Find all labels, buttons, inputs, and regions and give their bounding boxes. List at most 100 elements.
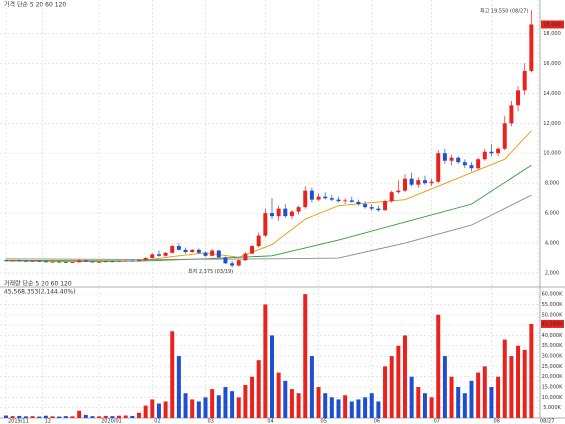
candle-body [150,254,155,259]
candle-body [230,263,235,266]
candle-body [276,208,281,217]
volume-bar [522,349,527,418]
volume-bar [250,376,255,418]
volume-bar [449,376,454,418]
volume-bar [216,395,221,418]
x-tick-label: 04 [267,419,273,424]
y-tick-label: 2,000 [545,271,559,277]
high-annotation: 최고 19,550 (08/27) [480,8,528,15]
candle-body [216,250,221,258]
y-tick-label: 16,000 [543,61,561,67]
candle-body [83,260,88,262]
y-tick-label: 4,000 [545,241,559,247]
volume-bar [130,415,135,418]
volume-bar [482,366,487,418]
candle-body [389,192,394,202]
volume-bar [57,416,62,418]
candle-body [369,207,374,209]
candle-body [469,165,474,169]
candle-body [70,262,75,264]
volume-bar [117,415,122,418]
volume-tick-label: 10,000K [542,395,563,401]
volume-bar [329,397,334,418]
volume-bar [436,314,441,418]
candle-body [243,253,248,261]
candle-body [256,235,261,247]
x-tick-label: 05 [321,419,327,424]
volume-tick-label: 15,000K [542,385,563,391]
candle-body [383,201,388,211]
candle-body [296,207,301,212]
candle-body [529,24,534,71]
volume-bar [10,416,15,418]
volume-bar [422,393,427,418]
x-tick-label: 02 [154,419,160,424]
y-tick-label: 14,000 [543,91,561,97]
volume-bar [462,393,467,418]
x-tick-label: 06 [374,419,380,424]
y-tick-label: 18,000 [543,31,561,37]
candle-body [429,181,434,184]
volume-bar [143,405,148,418]
volume-tick-label: 20,000K [542,374,563,380]
volume-bar [243,384,248,418]
candle-body [63,262,68,263]
volume-bar [236,397,241,418]
volume-bar [230,391,235,418]
volume-tick-label: 25,000K [542,364,563,370]
volume-bar [17,415,22,418]
candle-body [110,261,115,263]
volume-bar [356,399,361,418]
x-tick-label: 2020/01 [101,419,122,424]
candle-body [136,259,141,261]
candle-body [43,261,48,263]
volume-bar [496,376,501,418]
candle-body [163,252,168,256]
candle-body [416,180,421,185]
candle-body [123,260,128,262]
candle-body [449,157,454,161]
candle-body [97,261,102,263]
candle-body [203,252,208,256]
volume-bar [150,399,155,418]
candle-body [183,249,188,253]
candle-body [522,70,527,91]
last-volume-label: 45,568K [542,321,563,327]
candle-body [117,261,122,262]
candle-body [236,260,241,266]
candle-body [263,213,268,236]
moving-average [5,164,532,262]
candle-body [509,105,514,124]
volume-bar [256,360,261,418]
volume-bar [103,415,108,418]
last-volume-box [541,319,564,328]
candle-body [356,201,361,205]
volume-bar [163,401,168,418]
volume-bar [516,345,521,418]
volume-bar [110,416,115,418]
volume-bar [502,339,507,418]
volume-bar [50,416,55,418]
volume-bar [190,399,195,418]
volume-bar [156,403,161,418]
volume-bar [296,393,301,418]
candle-body [409,178,414,185]
volume-bar [529,323,534,418]
candle-body [143,258,148,260]
candle-body [349,200,354,202]
volume-bar [276,372,281,418]
candle-body [156,254,161,256]
volume-bar [37,416,42,418]
volume-bar [176,356,181,418]
y-tick-label: 8,000 [545,181,559,187]
candle-body [250,246,255,254]
candle-body [170,246,175,253]
volume-bar [336,399,341,418]
candle-body [489,151,494,154]
volume-bar [63,416,68,418]
candle-body [17,260,22,262]
volume-bar [409,376,414,418]
volume-tick-label: 50,000K [542,312,563,318]
volume-bar [316,387,321,418]
volume-bar [77,410,82,418]
